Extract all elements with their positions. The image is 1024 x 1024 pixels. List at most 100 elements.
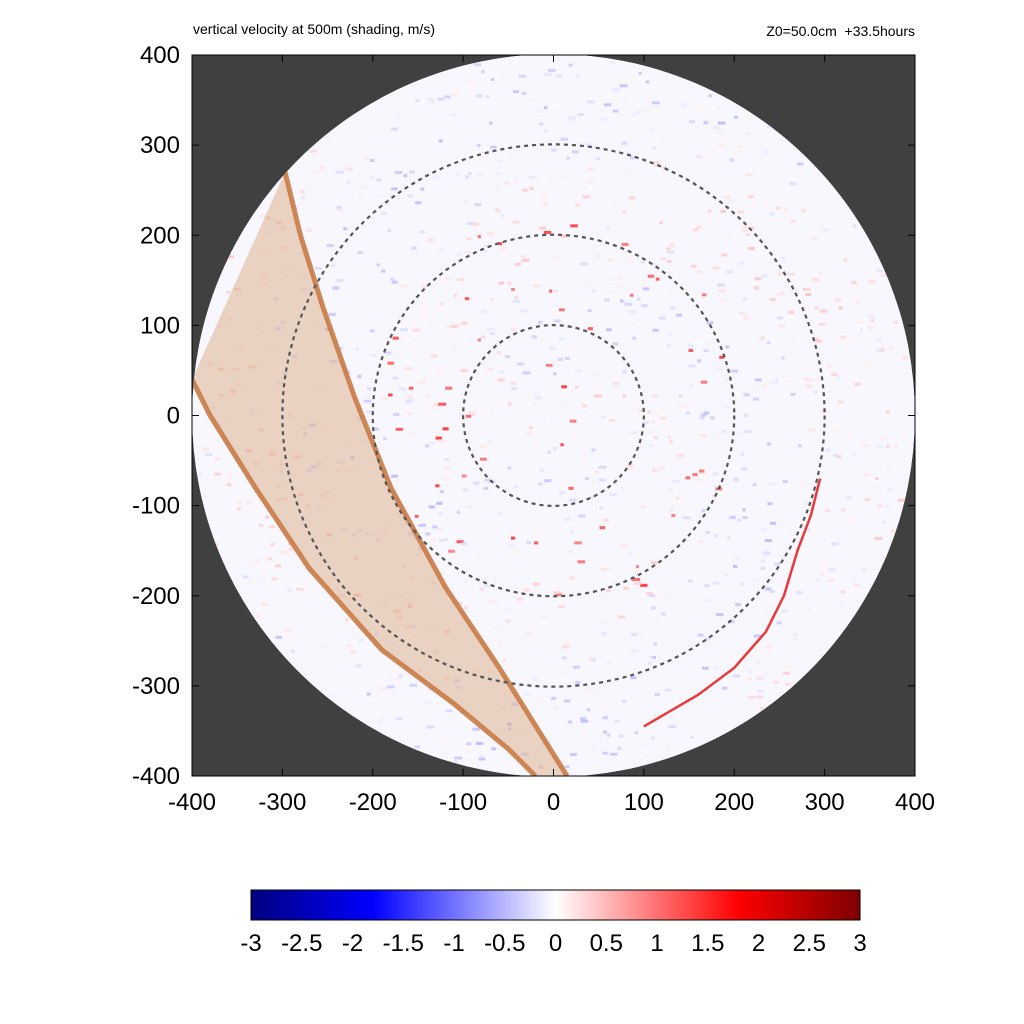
field-cell (544, 483, 550, 487)
field-cell (450, 113, 457, 117)
field-cell (792, 635, 801, 639)
field-cell (643, 743, 649, 747)
field-cell (333, 455, 338, 459)
field-cell (760, 559, 766, 563)
field-cell (445, 277, 451, 281)
field-cell (255, 327, 260, 331)
field-cell (430, 100, 435, 104)
field-cell (698, 364, 702, 368)
field-cell (610, 492, 617, 496)
field-cell (584, 281, 591, 285)
field-cell (886, 487, 892, 491)
field-cell (342, 438, 347, 442)
field-cell (425, 649, 430, 653)
field-cell (544, 106, 548, 110)
field-cell (261, 249, 270, 253)
field-cell (511, 387, 517, 391)
field-cell (395, 717, 403, 721)
field-cell (846, 306, 853, 310)
field-cell (618, 734, 624, 738)
field-cell (214, 492, 221, 496)
field-cell (279, 470, 283, 474)
field-cell (508, 727, 512, 731)
field-cell (697, 270, 703, 274)
field-cell (388, 521, 392, 525)
range-ring-300 (281, 143, 826, 688)
field-cell (577, 560, 586, 564)
field-cell (410, 130, 418, 134)
field-cell (579, 624, 585, 628)
field-cell (675, 350, 684, 354)
field-cell (531, 225, 537, 229)
field-cell (507, 722, 512, 726)
field-cell (742, 508, 746, 512)
field-cell (718, 289, 726, 293)
field-cell (490, 186, 496, 190)
field-cell (532, 633, 537, 637)
field-cell (283, 628, 292, 632)
field-cell (729, 158, 734, 162)
field-cell (755, 678, 764, 682)
field-cell (458, 711, 463, 715)
field-cell (835, 467, 841, 471)
field-cell (565, 641, 571, 645)
field-cell (869, 364, 874, 368)
field-cell (789, 177, 796, 181)
field-cell (324, 187, 329, 191)
field-cell (439, 248, 445, 252)
field-cell (666, 259, 672, 263)
field-cell (762, 383, 768, 387)
field-cell (780, 256, 786, 260)
field-cell (793, 633, 797, 637)
field-cell (333, 484, 340, 488)
field-cell (280, 551, 288, 555)
field-cell (398, 387, 406, 391)
field-cell (456, 277, 464, 281)
field-cell (409, 624, 416, 628)
field-cell (655, 277, 660, 281)
field-cell (417, 523, 426, 527)
field-cell (487, 441, 491, 445)
field-cell (697, 244, 703, 248)
field-cell (407, 337, 411, 341)
field-cell (631, 131, 638, 135)
field-cell (686, 284, 693, 288)
field-cell (258, 523, 264, 527)
field-cell (735, 557, 739, 561)
field-cell (769, 212, 775, 216)
field-cell (227, 317, 232, 321)
field-cell (466, 389, 474, 393)
field-cell (398, 674, 403, 678)
field-cell (275, 635, 282, 639)
field-cell (417, 380, 426, 384)
field-cell (847, 517, 852, 521)
field-cell (331, 694, 337, 698)
field-cell (609, 752, 618, 756)
field-cell (864, 473, 871, 477)
field-cell (265, 216, 271, 220)
field-cell (786, 373, 793, 377)
field-cell (876, 269, 882, 273)
field-cell (651, 101, 660, 105)
field-cell (357, 529, 363, 533)
field-cell (381, 396, 389, 400)
field-cell (354, 269, 363, 273)
field-cell (559, 180, 565, 184)
y-tick-label: 200 (140, 222, 180, 249)
field-cell (694, 653, 698, 657)
field-cell (380, 211, 387, 215)
field-cell (757, 689, 764, 693)
field-cell (490, 412, 494, 416)
field-cell (575, 369, 582, 373)
field-cell (602, 751, 609, 755)
field-cell (466, 742, 472, 746)
field-cell (737, 145, 742, 149)
field-cell (752, 483, 757, 487)
field-cell (644, 631, 651, 635)
field-cell (472, 727, 480, 731)
field-cell (717, 283, 725, 287)
field-cell (774, 562, 781, 566)
field-cell (653, 141, 661, 145)
field-cell (734, 603, 741, 607)
colorbar-tick-label: -1 (443, 930, 464, 957)
